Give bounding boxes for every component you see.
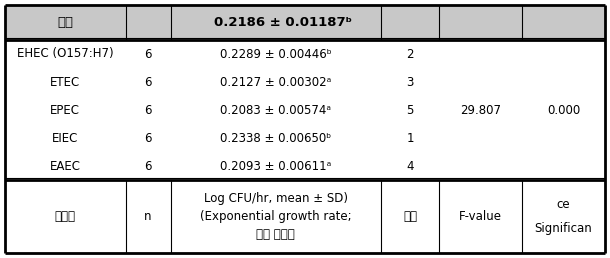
Text: 0.2289 ± 0.00446ᵇ: 0.2289 ± 0.00446ᵇ <box>220 47 332 60</box>
Text: Significan: Significan <box>535 222 592 235</box>
Text: EAEC: EAEC <box>50 159 81 173</box>
Text: ETEC: ETEC <box>50 76 81 88</box>
Text: 2: 2 <box>406 47 414 60</box>
Text: 0.2338 ± 0.00650ᵇ: 0.2338 ± 0.00650ᵇ <box>220 132 331 144</box>
Text: 0.2083 ± 0.00574ᵃ: 0.2083 ± 0.00574ᵃ <box>220 103 331 117</box>
Text: 6: 6 <box>145 76 152 88</box>
Text: 순위: 순위 <box>403 210 417 223</box>
Text: n: n <box>145 210 152 223</box>
Text: 4: 4 <box>406 159 414 173</box>
Text: 균주명: 균주명 <box>55 210 76 223</box>
Bar <box>5 96 605 124</box>
Text: 6: 6 <box>145 47 152 60</box>
Bar <box>5 40 605 68</box>
Text: EIEC: EIEC <box>52 132 79 144</box>
Bar <box>5 124 605 152</box>
Bar <box>5 68 605 96</box>
Text: F-value: F-value <box>459 210 503 223</box>
Bar <box>5 5 605 40</box>
Text: 5: 5 <box>406 103 414 117</box>
Text: 6: 6 <box>145 132 152 144</box>
Text: 0.2127 ± 0.00302ᵃ: 0.2127 ± 0.00302ᵃ <box>220 76 331 88</box>
Text: 평균: 평균 <box>57 16 73 29</box>
Text: 29.807: 29.807 <box>461 103 501 117</box>
Text: 6: 6 <box>145 159 152 173</box>
Text: 지수 성장률: 지수 성장률 <box>256 228 295 241</box>
Text: EPEC: EPEC <box>51 103 81 117</box>
Bar <box>5 152 605 180</box>
Text: 6: 6 <box>145 103 152 117</box>
Text: Log CFU/hr, mean ± SD): Log CFU/hr, mean ± SD) <box>204 192 348 205</box>
Text: EHEC (O157:H7): EHEC (O157:H7) <box>17 47 113 60</box>
Text: (Exponential growth rate;: (Exponential growth rate; <box>200 210 351 223</box>
Text: 1: 1 <box>406 132 414 144</box>
Bar <box>5 180 605 253</box>
Text: 3: 3 <box>406 76 414 88</box>
Text: 0.000: 0.000 <box>547 103 580 117</box>
Text: 0.2093 ± 0.00611ᵃ: 0.2093 ± 0.00611ᵃ <box>220 159 331 173</box>
Text: ce: ce <box>557 198 570 211</box>
Text: 0.2186 ± 0.01187ᵇ: 0.2186 ± 0.01187ᵇ <box>214 16 351 29</box>
